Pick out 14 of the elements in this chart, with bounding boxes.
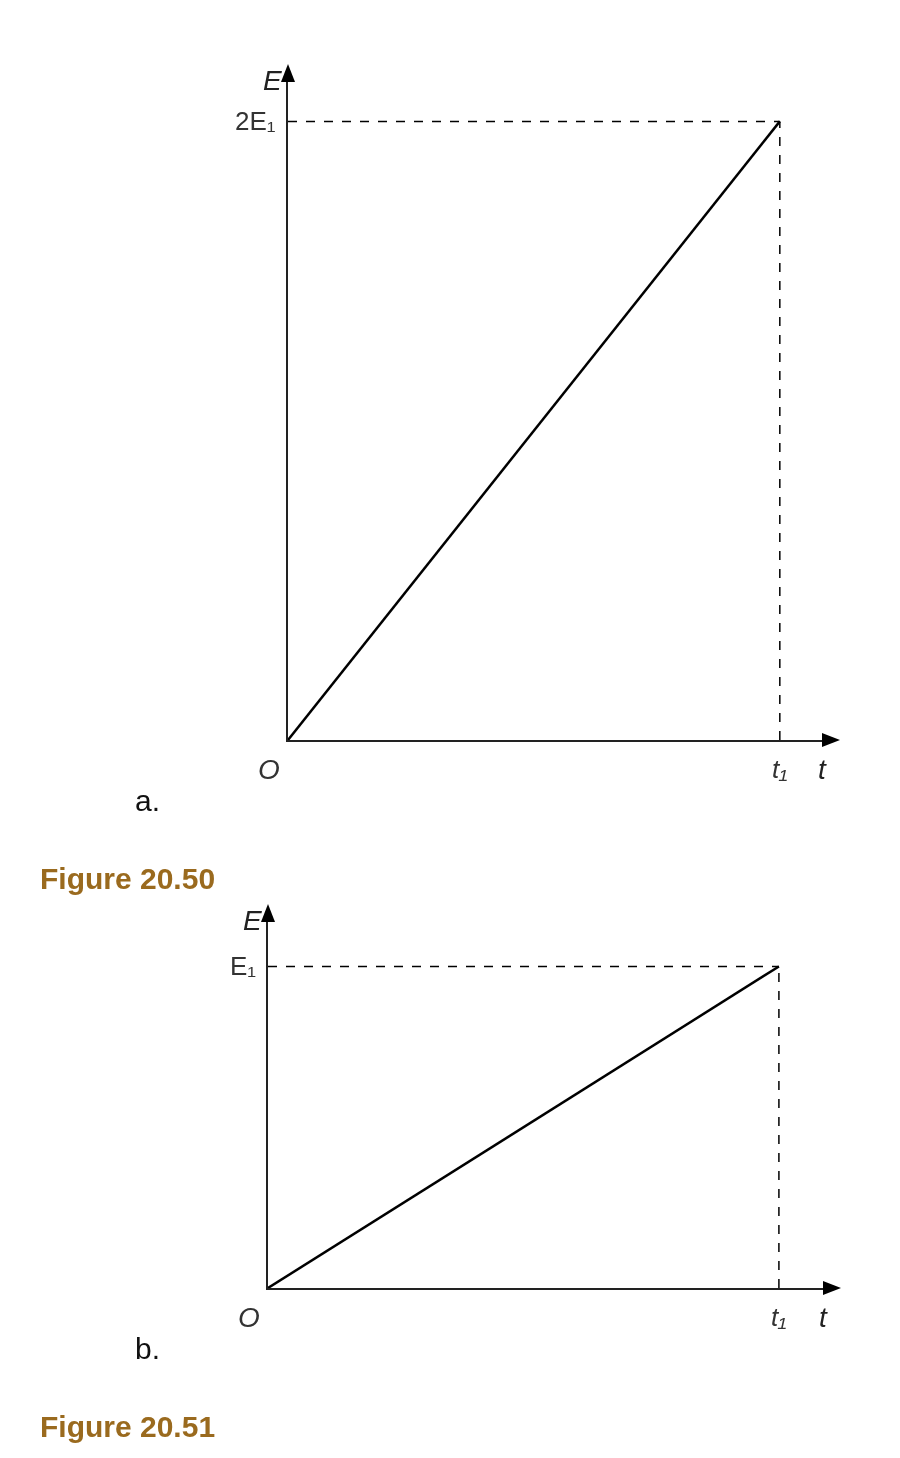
x-axis-title: t bbox=[818, 754, 827, 785]
x-axis-title: t bbox=[819, 1302, 828, 1333]
text: t₁ bbox=[771, 1302, 787, 1332]
caption: Figure 20.51 bbox=[40, 1410, 216, 1443]
text: t₁ bbox=[772, 754, 788, 784]
y-axis-title: E bbox=[243, 905, 262, 936]
annotation: E₁ bbox=[230, 951, 257, 981]
text: O bbox=[258, 754, 280, 785]
text: b. bbox=[135, 1332, 161, 1365]
caption: Figure 20.50 bbox=[40, 862, 216, 895]
text: a. bbox=[135, 784, 161, 817]
y-axis-title: E bbox=[263, 65, 282, 96]
annotation: 2E₁ bbox=[235, 106, 276, 136]
text: O bbox=[238, 1302, 260, 1333]
